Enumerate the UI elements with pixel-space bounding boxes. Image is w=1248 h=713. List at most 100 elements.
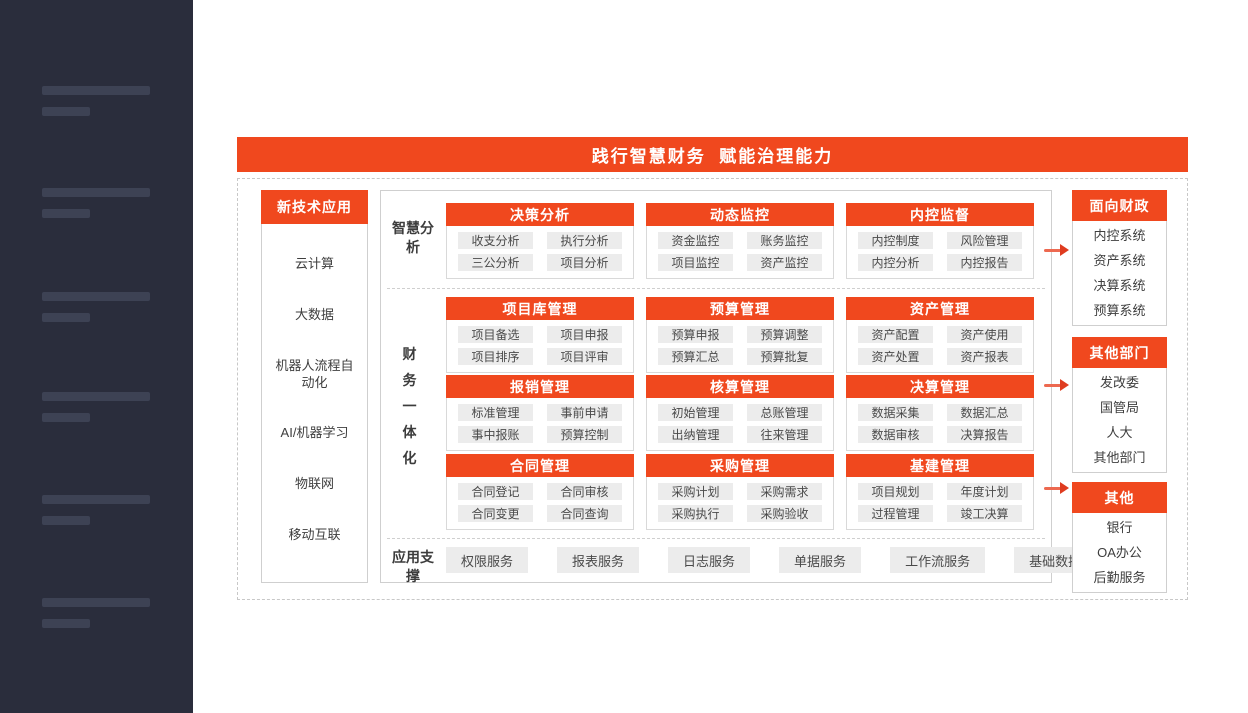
module-item: 内控制度	[858, 232, 933, 249]
service-item: 报表服务	[557, 547, 640, 573]
arrow-head	[1060, 379, 1069, 391]
module-item: 合同变更	[458, 505, 533, 522]
dest-item: 银行	[1106, 520, 1133, 535]
module-item: 资产配置	[858, 326, 933, 343]
dest-body: 内控系统 资产系统 决算系统 预算系统	[1072, 221, 1167, 326]
module-title: 报销管理	[446, 375, 634, 398]
right-arrow	[1044, 244, 1069, 256]
module-item: 项目规划	[858, 483, 933, 500]
module-title: 决算管理	[846, 375, 1034, 398]
block-reimbursement: 报销管理 标准管理 事前申请 事中报账 预算控制	[446, 375, 634, 451]
module-body: 资产配置 资产使用 资产处置 资产报表	[846, 320, 1034, 373]
dest-item: 人大	[1106, 425, 1133, 440]
block-budget-management: 预算管理 预算申报 预算调整 预算汇总 预算批复	[646, 297, 834, 373]
module-body: 资金监控 账务监控 项目监控 资产监控	[646, 226, 834, 279]
module-item: 项目分析	[547, 254, 622, 271]
skeleton-text-placeholder	[42, 188, 150, 218]
tech-item: 大数据	[294, 306, 334, 322]
dest-item: 国管局	[1099, 400, 1139, 415]
tech-column: 新技术应用 云计算 大数据 机器人流程自动化 AI/机器学习 物联网 移动互联	[261, 190, 368, 583]
tech-item: 移动互联	[288, 527, 341, 543]
module-item: 初始管理	[658, 404, 733, 421]
diagram-title: 践行智慧财务 赋能治理能力	[591, 147, 834, 166]
module-title: 采购管理	[646, 454, 834, 477]
skeleton-bar	[42, 392, 150, 401]
arrow-line	[1044, 384, 1061, 387]
module-item: 决算报告	[947, 426, 1022, 443]
module-item: 三公分析	[458, 254, 533, 271]
module-item: 数据汇总	[947, 404, 1022, 421]
module-item: 数据审核	[858, 426, 933, 443]
module-body: 采购计划 采购需求 采购执行 采购验收	[646, 477, 834, 530]
module-item: 内控分析	[858, 254, 933, 271]
block-procurement: 采购管理 采购计划 采购需求 采购执行 采购验收	[646, 454, 834, 530]
dest-item: 资产系统	[1093, 253, 1146, 268]
module-item: 资产处置	[858, 348, 933, 365]
module-body: 数据采集 数据汇总 数据审核 决算报告	[846, 398, 1034, 451]
skeleton-text-placeholder	[42, 495, 150, 525]
arrow-head	[1060, 244, 1069, 256]
tech-item: AI/机器学习	[280, 425, 349, 441]
arrow-line	[1044, 249, 1061, 252]
module-item: 事中报账	[458, 426, 533, 443]
skeleton-bar	[42, 107, 90, 116]
module-title: 合同管理	[446, 454, 634, 477]
module-item: 采购执行	[658, 505, 733, 522]
module-body: 项目备选 项目申报 项目排序 项目评审	[446, 320, 634, 373]
dest-title: 其他	[1072, 482, 1167, 513]
module-item: 合同登记	[458, 483, 533, 500]
service-item: 工作流服务	[890, 547, 986, 573]
skeleton-bar	[42, 209, 90, 218]
module-item: 标准管理	[458, 404, 533, 421]
skeleton-text-placeholder	[42, 86, 150, 116]
skeleton-bar	[42, 188, 150, 197]
arrow-line	[1044, 487, 1061, 490]
service-item: 权限服务	[446, 547, 529, 573]
module-body: 合同登记 合同审核 合同变更 合同查询	[446, 477, 634, 530]
block-contract-management: 合同管理 合同登记 合同审核 合同变更 合同查询	[446, 454, 634, 530]
skeleton-bar	[42, 313, 90, 322]
block-accounting: 核算管理 初始管理 总账管理 出纳管理 往来管理	[646, 375, 834, 451]
block-project-library: 项目库管理 项目备选 项目申报 项目排序 项目评审	[446, 297, 634, 373]
skeleton-bar	[42, 495, 150, 504]
module-item: 预算汇总	[658, 348, 733, 365]
module-body: 内控制度 风险管理 内控分析 内控报告	[846, 226, 1034, 279]
skeleton-text-placeholder	[42, 598, 150, 628]
block-infrastructure: 基建管理 项目规划 年度计划 过程管理 竣工决算	[846, 454, 1034, 530]
module-item: 项目监控	[658, 254, 733, 271]
tech-item: 云计算	[294, 255, 334, 271]
module-title: 项目库管理	[446, 297, 634, 320]
skeleton-bar	[42, 516, 90, 525]
module-item: 项目申报	[547, 326, 622, 343]
dest-item: 内控系统	[1093, 228, 1146, 243]
block-asset-management: 资产管理 资产配置 资产使用 资产处置 资产报表	[846, 297, 1034, 373]
module-item: 执行分析	[547, 232, 622, 249]
skeleton-bar	[42, 619, 90, 628]
module-item: 项目评审	[547, 348, 622, 365]
block-final-accounts: 决算管理 数据采集 数据汇总 数据审核 决算报告	[846, 375, 1034, 451]
module-item: 预算申报	[658, 326, 733, 343]
row-label-finance-integration: 财务一体化	[402, 346, 417, 466]
diagram-outer-frame	[237, 178, 1188, 600]
module-item: 采购需求	[747, 483, 822, 500]
module-item: 账务监控	[747, 232, 822, 249]
module-item: 资产报表	[947, 348, 1022, 365]
module-item: 总账管理	[747, 404, 822, 421]
module-body: 初始管理 总账管理 出纳管理 往来管理	[646, 398, 834, 451]
module-title: 预算管理	[646, 297, 834, 320]
module-item: 收支分析	[458, 232, 533, 249]
module-item: 资产使用	[947, 326, 1022, 343]
dest-body: 银行 OA办公 后勤服务	[1072, 513, 1167, 593]
module-item: 过程管理	[858, 505, 933, 522]
module-item: 风险管理	[947, 232, 1022, 249]
module-item: 预算控制	[547, 426, 622, 443]
module-item: 出纳管理	[658, 426, 733, 443]
skeleton-bar	[42, 86, 150, 95]
row-label-app-support: 应用支撑	[392, 549, 434, 584]
dashed-divider	[387, 288, 1045, 289]
dest-item: OA办公	[1097, 545, 1142, 560]
finance-row-3: 合同管理 合同登记 合同审核 合同变更 合同查询 采购管理 采购计划 采购需求 …	[446, 454, 1034, 530]
module-item: 资金监控	[658, 232, 733, 249]
module-body: 预算申报 预算调整 预算汇总 预算批复	[646, 320, 834, 373]
module-item: 合同查询	[547, 505, 622, 522]
